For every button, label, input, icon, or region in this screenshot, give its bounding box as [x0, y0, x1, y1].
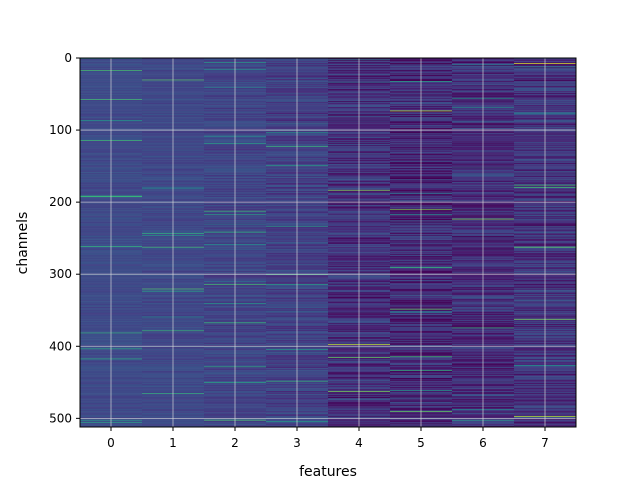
y-tick-label: 100: [49, 123, 72, 137]
y-tick-label: 500: [49, 411, 72, 425]
x-tick-label: 3: [293, 436, 301, 450]
y-tick-label: 400: [49, 339, 72, 353]
y-axis-title: channels: [15, 212, 31, 275]
x-tick-label: 4: [355, 436, 363, 450]
x-tick-label: 6: [479, 436, 487, 450]
x-tick-label: 5: [417, 436, 425, 450]
x-tick-label: 7: [541, 436, 549, 450]
x-axis-ticks: 0 1 2 3 4 5 6 7: [107, 427, 549, 450]
plot-frame: [79, 57, 577, 428]
y-axis-ticks: 0 100 200 300 400 500: [49, 51, 80, 425]
x-tick-label: 1: [169, 436, 177, 450]
grid-lines: [80, 57, 576, 427]
x-tick-label: 2: [231, 436, 239, 450]
heatmap-cells: [80, 58, 577, 428]
y-tick-label: 0: [64, 51, 72, 65]
y-tick-label: 200: [49, 195, 72, 209]
x-axis-title: features: [299, 464, 357, 480]
x-tick-label: 0: [107, 436, 115, 450]
y-tick-label: 300: [49, 267, 72, 281]
